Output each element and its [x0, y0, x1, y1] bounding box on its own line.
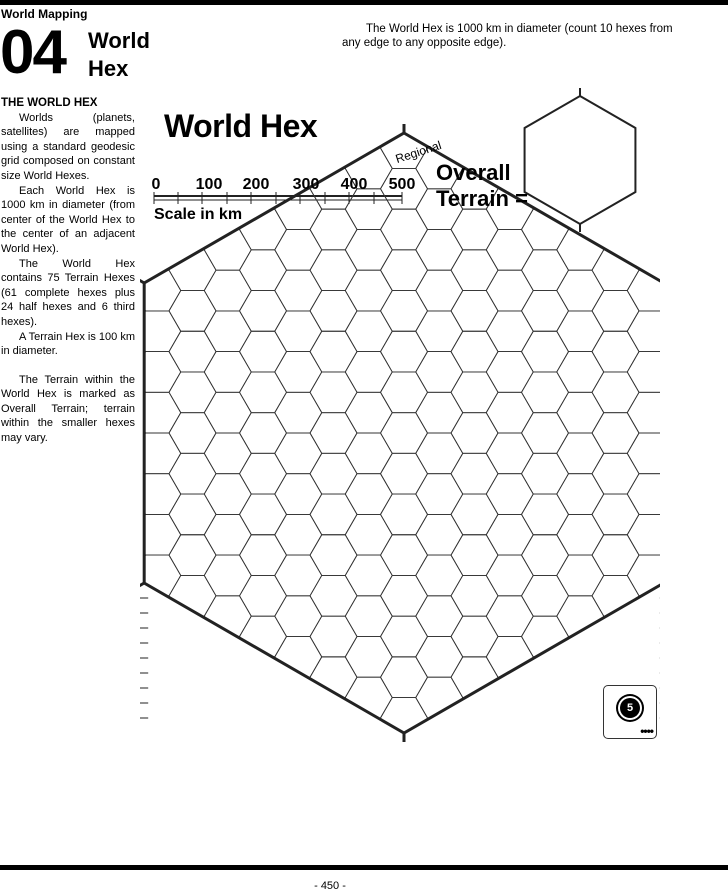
scale-tick-label: 0 — [151, 176, 161, 193]
chapter-title-line1: World — [88, 28, 150, 53]
sidebar-paragraph: The Terrain within the World Hex is mark… — [1, 373, 135, 445]
scale-tick-label: 500 — [388, 176, 416, 193]
top-rule — [0, 0, 728, 5]
sidebar-paragraph: The World Hex contains 75 Terrain Hexes … — [1, 257, 135, 328]
chapter-title: World Hex — [88, 27, 150, 83]
sidebar-heading: THE WORLD HEX — [1, 97, 98, 109]
chapter-title-line2: Hex — [88, 56, 129, 81]
badge-dots: •••• — [640, 724, 654, 738]
page-number: - 450 - — [314, 880, 346, 892]
sidebar-paragraph: Worlds (planets, satellites) are mapped … — [1, 111, 135, 182]
scale-tick-label: 100 — [195, 176, 223, 193]
world-hex-figure: World Hex 0 100 200 300 400 500 Scale in… — [140, 88, 660, 748]
chapter-badge: 5 •••• — [603, 685, 657, 739]
scale-tick-label: 300 — [292, 176, 320, 193]
overall-line2: Terrain = — [436, 186, 528, 211]
sidebar-paragraph: Each World Hex is 1000 km in diameter (f… — [1, 184, 135, 255]
sidebar-paragraph: A Terrain Hex is 100 km in diameter. — [1, 330, 135, 358]
sun-icon: 5 — [620, 698, 640, 718]
scale-tick-label: 400 — [340, 176, 368, 193]
scale-label: Scale in km — [154, 206, 243, 223]
scale-tick-label: 200 — [242, 176, 270, 193]
overall-terrain-label: Overall Terrain = — [436, 160, 528, 212]
running-head: World Mapping — [1, 7, 88, 21]
intro-text: The World Hex is 1000 km in diameter (co… — [342, 23, 673, 49]
bottom-rule — [0, 865, 728, 870]
figure-title: World Hex — [164, 108, 318, 144]
sidebar: THE WORLD HEX Worlds (planets, satellite… — [1, 96, 135, 446]
overall-line1: Overall — [436, 160, 511, 185]
chapter-number: 04 — [0, 18, 67, 87]
